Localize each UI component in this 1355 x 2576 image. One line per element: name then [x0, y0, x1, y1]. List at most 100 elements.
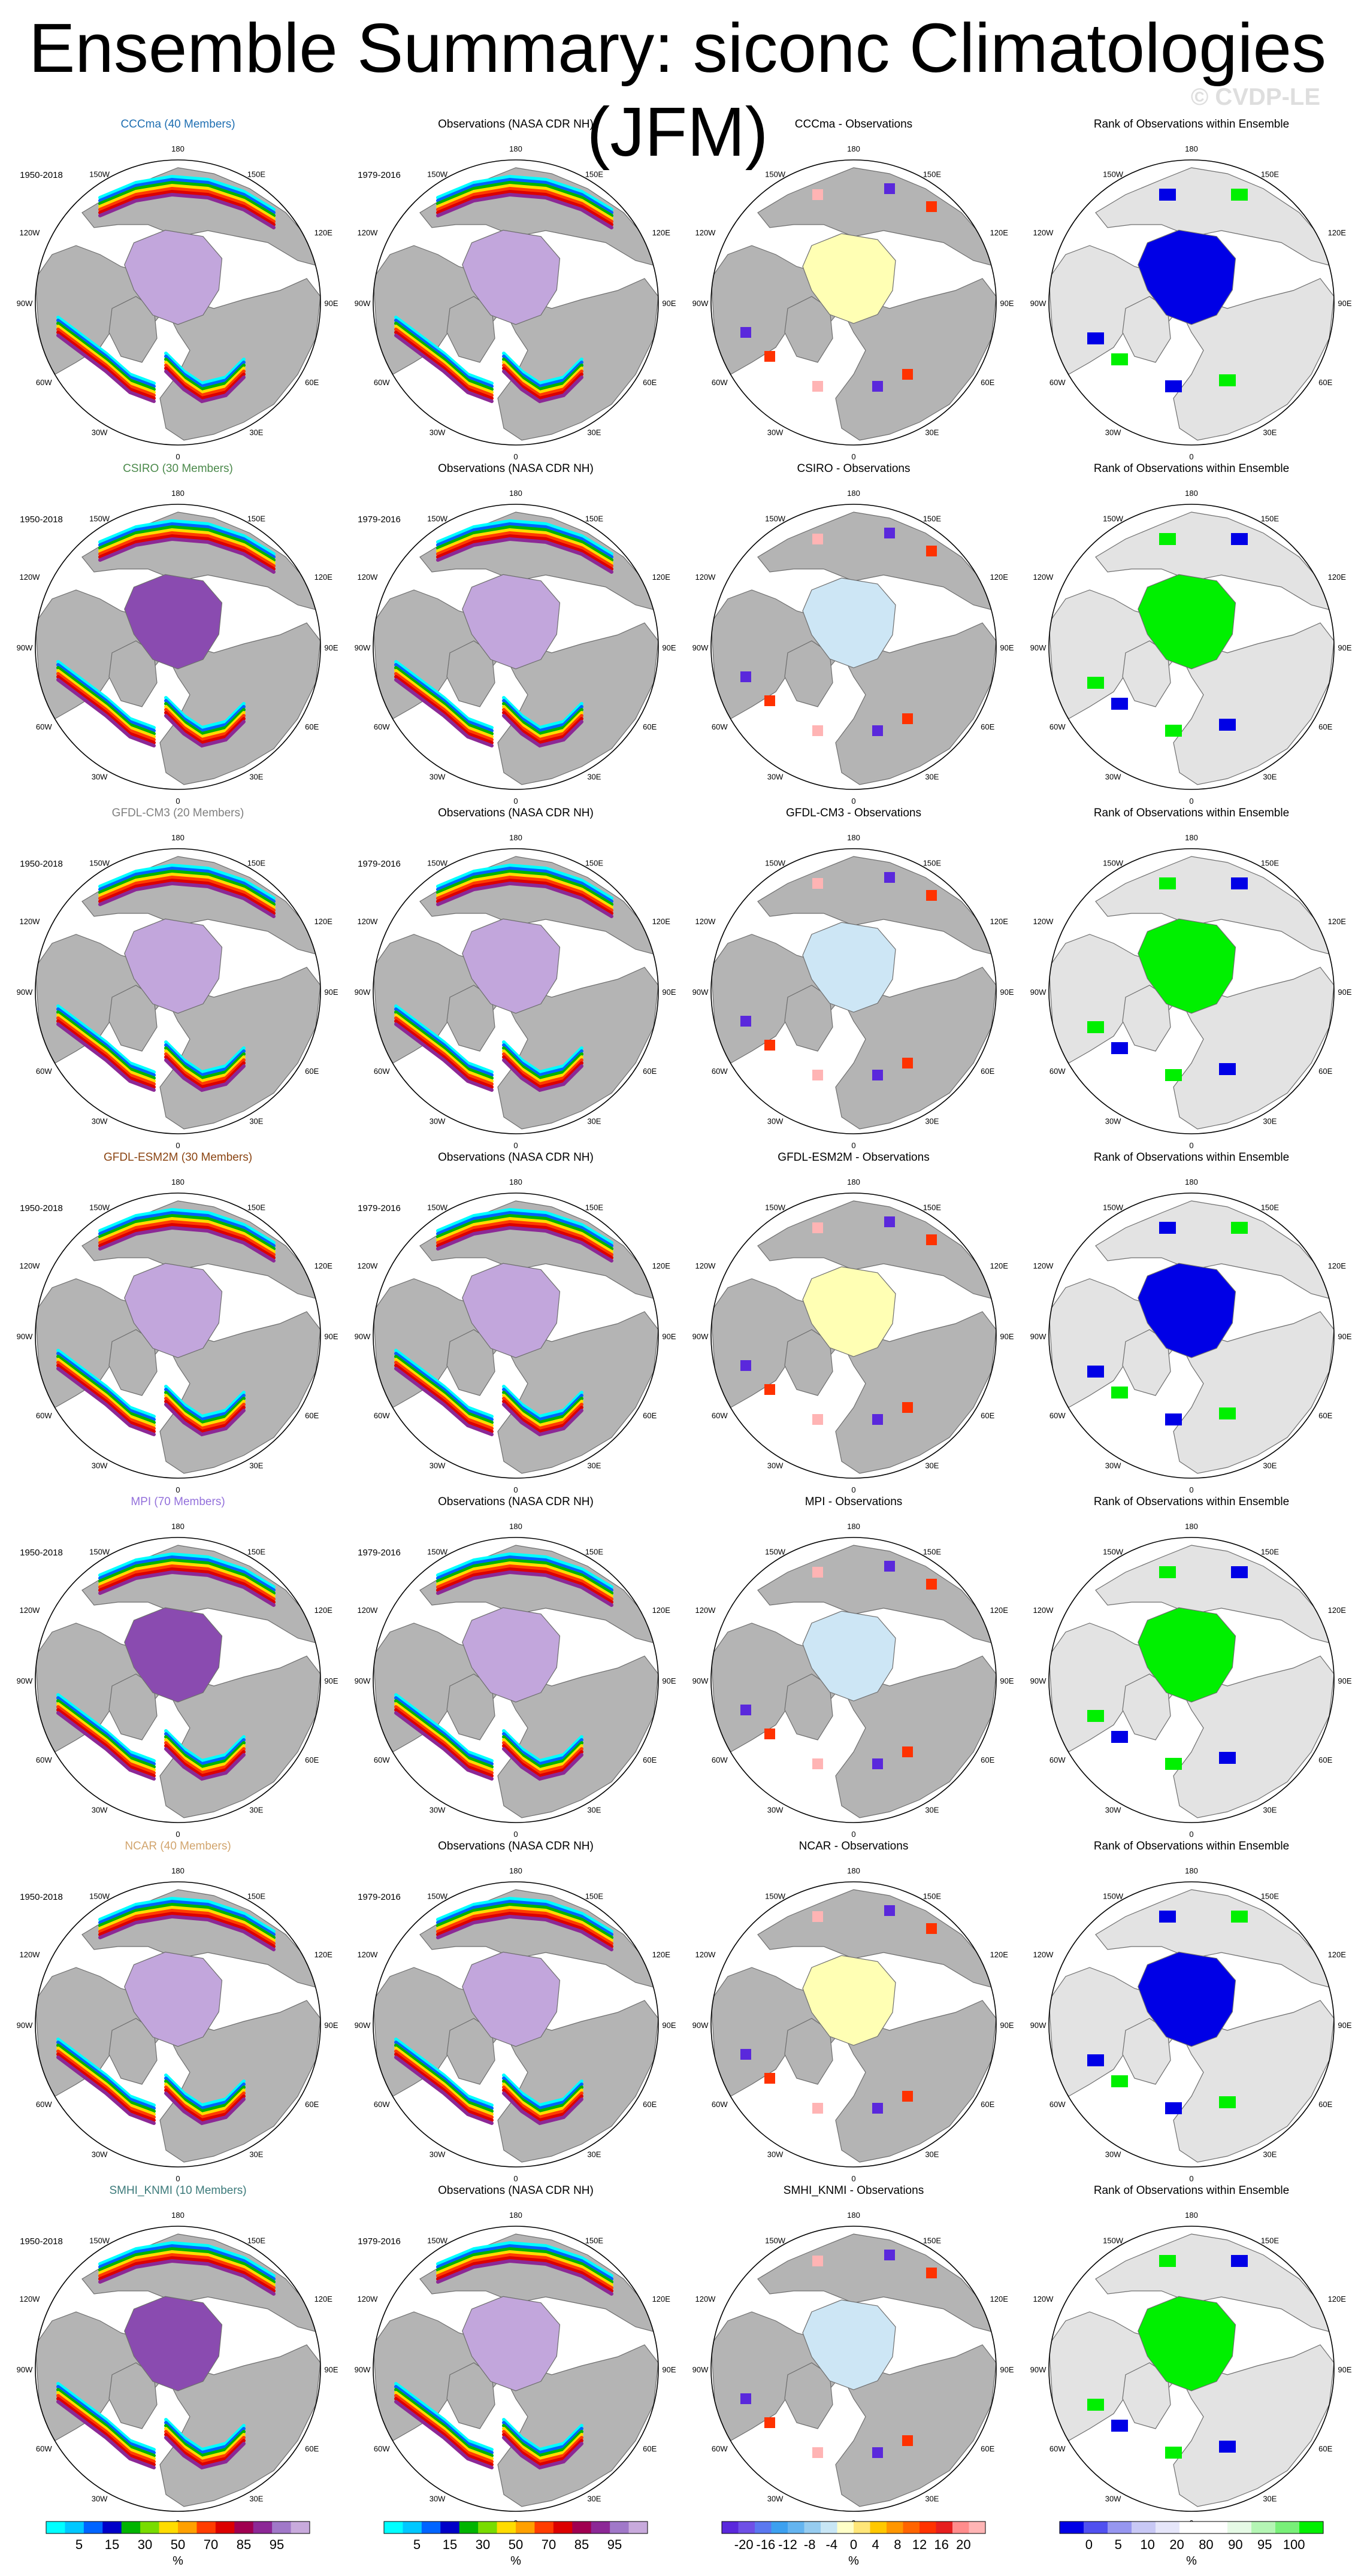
longitude-label: 150E	[585, 170, 604, 179]
longitude-label: 30E	[249, 428, 263, 437]
rank-cell	[1111, 1042, 1128, 1054]
map-border	[35, 848, 321, 1134]
longitude-label: 180	[847, 1522, 860, 1531]
map-panel-r1-c1: CCCma (40 Members) 1950-2018 180 150E 150W 12…	[17, 118, 338, 461]
land-greenland	[784, 296, 833, 363]
sea-ice-edge-west	[394, 2382, 494, 2469]
difference-cell	[812, 534, 823, 544]
sea-ice-edge-atlantic	[164, 1385, 246, 1437]
sea-ice-edge-band-2	[56, 1699, 156, 1769]
sea-ice-edge-band-6	[502, 1403, 583, 1437]
colorbar-tick-label: 16	[934, 2537, 948, 2552]
sea-ice-edge-band-1	[164, 1388, 246, 1422]
longitude-label: 60W	[374, 1755, 390, 1764]
sea-ice-edge-band-0	[98, 2241, 276, 2278]
panel-title: GFDL-ESM2M (30 Members)	[104, 1151, 252, 1164]
difference-cell	[926, 1234, 937, 1245]
sea-ice-edge-band-4	[56, 2394, 156, 2463]
longitude-label: 120W	[357, 1950, 378, 1959]
longitude-label: 120E	[990, 1606, 1009, 1615]
sea-ice-edge-band-5	[436, 1222, 613, 1260]
longitude-label: 30E	[587, 428, 601, 437]
sea-ice-edge-band-4	[502, 1397, 583, 1431]
longitude-label: 60E	[1318, 722, 1332, 731]
sea-ice-edge-band-5	[436, 534, 613, 571]
sea-ice-edge-band-6	[56, 334, 156, 403]
longitude-label: 120W	[1033, 1261, 1054, 1270]
longitude-label: 150E	[247, 1892, 266, 1901]
sea-ice-edge-band-1	[502, 1388, 583, 1422]
colorbar-tick-label: 10	[1140, 2537, 1154, 2552]
map-panel-r5-c3: MPI - Observations 180 150E 150W 120E 120W 90E…	[692, 1496, 1014, 1839]
sea-ice-edge-band-4	[502, 1052, 583, 1086]
longitude-label: 60W	[712, 1755, 728, 1764]
land-greenland	[446, 640, 495, 707]
longitude-label: 30W	[92, 1116, 108, 1125]
longitude-label: 0	[1189, 1485, 1193, 1494]
sea-ice-edge-band-5	[502, 1744, 583, 1778]
map-border	[1048, 504, 1335, 790]
longitude-label: 120W	[357, 2295, 378, 2303]
land-greenland	[1122, 2018, 1171, 2085]
longitude-label: 180	[847, 1177, 860, 1186]
colorbar-swatch	[178, 2521, 197, 2533]
sea-ice-core	[124, 574, 223, 670]
rank-cell	[1219, 2096, 1236, 2108]
land-europe	[1173, 967, 1334, 1130]
sea-ice-edge-band-0	[436, 1552, 613, 1589]
sea-ice-edge-band-5	[502, 2433, 583, 2467]
longitude-label: 90W	[1030, 2021, 1047, 2030]
colorbar-tick-label: 5	[75, 2537, 83, 2552]
longitude-label: 150W	[89, 170, 110, 179]
longitude-label: 180	[171, 1866, 185, 1875]
longitude-label: 120W	[695, 1261, 716, 1270]
longitude-label: 120E	[314, 2295, 333, 2303]
map-contents	[35, 1193, 320, 1478]
sea-ice-edge-band-5	[98, 534, 276, 571]
map-border	[710, 1537, 997, 1823]
longitude-label: 0	[1189, 797, 1193, 806]
land-europe	[1173, 622, 1334, 785]
map-panel-r2-c4: Rank of Observations within Ensemble 180 1…	[1030, 462, 1352, 806]
longitude-label: 60E	[305, 378, 319, 387]
sea-ice-edge-band-0	[56, 2382, 156, 2451]
sea-ice-edge-band-0	[502, 1040, 583, 1074]
longitude-label: 180	[847, 2211, 860, 2220]
sea-ice-edge-band-0	[436, 174, 613, 211]
longitude-label: 0	[176, 1830, 180, 1839]
sea-ice-edge-band-3	[394, 1702, 494, 1772]
panel-title: NCAR - Observations	[799, 1840, 909, 1852]
land-greenland	[108, 640, 158, 707]
sea-ice-edge-band-4	[98, 2253, 276, 2290]
sea-ice-edge-band-5	[98, 2256, 276, 2293]
sea-ice-edge-band-5	[98, 1911, 276, 1948]
sea-ice-edge-band-3	[502, 2082, 583, 2117]
colorbar-tick-label: 70	[204, 2537, 218, 2552]
map-panel-r6-c4: Rank of Observations within Ensemble 180 1…	[1030, 1840, 1352, 2183]
sea-ice-edge-band-0	[436, 1896, 613, 1933]
sea-ice-edge-atlantic	[164, 2073, 246, 2126]
panel-title: CCCma - Observations	[795, 118, 912, 131]
longitude-label: 60W	[36, 2100, 52, 2109]
map-contents	[373, 1193, 658, 1478]
colorbar-swatch	[804, 2521, 821, 2533]
panel-title: Observations (NASA CDR NH)	[438, 807, 594, 819]
longitude-label: 120W	[19, 2295, 40, 2303]
longitude-label: 150E	[247, 1203, 266, 1212]
difference-cell	[764, 1040, 775, 1051]
map-contents	[1049, 849, 1334, 1134]
land-greenland	[446, 985, 495, 1052]
map-contents	[35, 1882, 320, 2167]
colorbar-tick-label: -4	[826, 2537, 838, 2552]
longitude-label: 150W	[427, 1203, 448, 1212]
sea-ice-edge-band-5	[502, 1055, 583, 1089]
longitude-label: 150E	[585, 1203, 604, 1212]
colorbar-tick-label: 100	[1283, 2537, 1305, 2552]
difference-cell	[740, 1016, 751, 1027]
longitude-label: 120E	[1328, 228, 1347, 237]
difference-cell	[812, 725, 823, 736]
colorbar-swatch	[459, 2521, 479, 2533]
longitude-label: 30W	[92, 1461, 108, 1470]
longitude-label: 180	[1185, 2211, 1198, 2220]
longitude-label: 150E	[923, 1548, 942, 1557]
